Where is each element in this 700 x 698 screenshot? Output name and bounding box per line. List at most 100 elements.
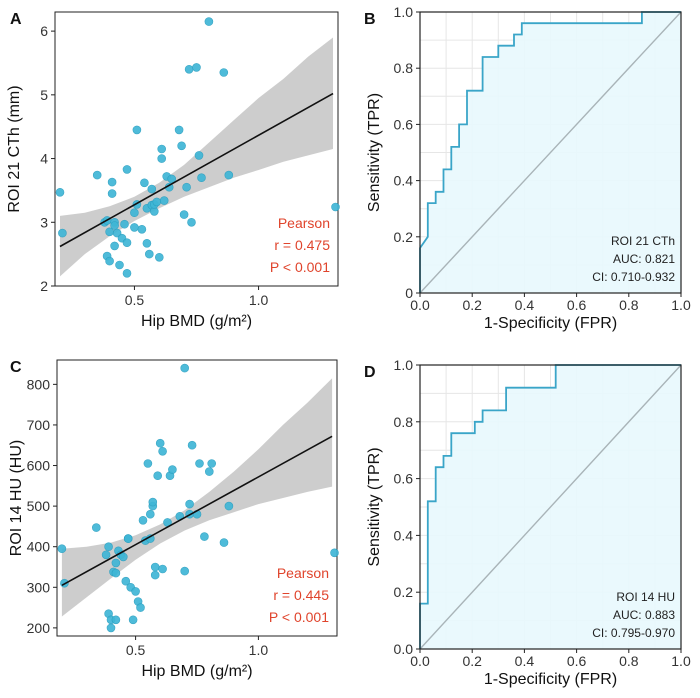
regression-line (61, 435, 333, 586)
data-point (174, 125, 184, 135)
data-point (132, 125, 142, 135)
data-point (137, 225, 147, 234)
y-axis-title: ROI 14 HU (HU) (8, 440, 25, 556)
y-tick-label: 0.8 (394, 414, 414, 430)
y-tick-label: 0 (405, 285, 413, 301)
y-tick-label: 1.0 (394, 357, 414, 373)
data-point (146, 509, 155, 519)
roc-legend-auc: AUC: 0.883 (613, 608, 675, 622)
data-point (182, 182, 191, 192)
data-point (207, 459, 216, 468)
data-point (168, 465, 177, 474)
y-tick-label: 2 (40, 278, 48, 294)
data-point (150, 562, 160, 572)
data-point (180, 363, 189, 373)
plot-frame (419, 364, 682, 650)
roc-curve (419, 11, 681, 293)
y-tick-label: 500 (27, 498, 51, 514)
roc-curve (419, 364, 681, 649)
data-point (158, 564, 167, 574)
data-point (187, 440, 197, 450)
y-tick-label: 5 (40, 87, 48, 103)
y-tick-label: 700 (27, 417, 51, 433)
data-point (128, 615, 138, 625)
data-point (180, 566, 189, 576)
data-point (140, 178, 149, 188)
panel-b: B 0.0 0.2 0.4 0.6 0.8 1.0 0 0.2 0.4 0.6 0.8 1.0 1-Spe… (364, 4, 691, 332)
panel-d: D 0.0 0.2 0.4 0.6 0.8 1.0 0.0 0.2 0.4 0.6 0.8 1.0 1-S… (364, 357, 691, 688)
y-tick-label: 0.2 (394, 584, 414, 600)
x-tick-label: 0.6 (567, 297, 587, 313)
data-point (184, 65, 194, 74)
data-point (157, 154, 166, 163)
data-point (147, 184, 157, 194)
roc-legend-name: ROI 21 CTh (611, 234, 675, 248)
pearson-r-value: r = 0.475 (274, 237, 330, 253)
y-tick-label: 6 (40, 23, 48, 39)
data-point (104, 542, 113, 552)
panel-letter: A (10, 11, 22, 28)
y-tick-label: 0.8 (394, 60, 414, 76)
data-point (195, 459, 204, 468)
y-tick-label: 0.2 (394, 229, 414, 245)
data-point (185, 499, 194, 509)
y-tick-label: 600 (27, 458, 51, 474)
data-point (122, 165, 132, 174)
data-point (119, 552, 128, 562)
x-tick-label: 0.2 (462, 653, 482, 669)
panel-c: C 0.5 1.0 200 300 400 500 600 700 800 Hip BMD (g/m… (8, 359, 339, 680)
reference-diagonal (419, 364, 682, 650)
roc-legend-auc: AUC: 0.821 (613, 252, 675, 266)
data-point (155, 438, 165, 448)
data-point (177, 141, 186, 151)
data-point (115, 260, 124, 270)
data-point (107, 177, 117, 187)
data-point (155, 252, 164, 262)
x-tick-label: 0.5 (125, 292, 145, 308)
y-tick-label: 0.0 (394, 641, 414, 657)
y-tick-label: 0.4 (394, 527, 414, 543)
pearson-label: Pearson (278, 215, 330, 231)
data-point (130, 223, 139, 232)
x-tick-label: 0.0 (410, 653, 430, 669)
data-point (150, 570, 160, 580)
data-point (130, 208, 139, 217)
data-point (200, 532, 209, 541)
data-point (192, 63, 201, 72)
y-tick-label: 300 (27, 579, 51, 595)
data-point (57, 544, 67, 554)
data-point (142, 239, 152, 248)
roc-legend-ci: CI: 0.710-0.932 (592, 270, 675, 284)
data-point (330, 548, 339, 558)
data-point (197, 173, 206, 182)
data-point (158, 446, 167, 456)
reference-diagonal (419, 11, 682, 294)
x-axis-title: 1-Specificity (FPR) (484, 315, 617, 332)
panel-a: A 0.5 1.0 2 3 4 5 6 Hip BMD (g/m²) ROI 21 CTh (mm… (6, 11, 340, 330)
x-tick-label: 0.4 (515, 653, 535, 669)
panel-letter: C (10, 359, 22, 376)
data-point (105, 256, 114, 266)
data-point (58, 228, 67, 238)
x-axis-title: 1-Specificity (FPR) (484, 671, 617, 688)
x-tick-label: 0.8 (619, 653, 639, 669)
plot-frame (56, 359, 338, 637)
data-point (136, 603, 145, 612)
data-point (107, 189, 117, 198)
x-tick-label: 0.4 (515, 297, 535, 313)
data-point (110, 241, 119, 251)
panel-letter: D (364, 364, 376, 381)
data-point (205, 467, 214, 476)
data-point (122, 268, 132, 278)
data-point (111, 558, 121, 568)
data-point (138, 515, 148, 525)
data-point (101, 550, 111, 560)
x-axis-title: Hip BMD (g/m²) (141, 313, 252, 330)
data-point (111, 568, 121, 578)
y-tick-label: 1.0 (394, 4, 414, 20)
data-point (123, 534, 133, 543)
x-tick-label: 0.6 (567, 653, 587, 669)
data-point (187, 218, 196, 227)
x-tick-label: 1.0 (671, 653, 691, 669)
data-point (131, 587, 140, 596)
